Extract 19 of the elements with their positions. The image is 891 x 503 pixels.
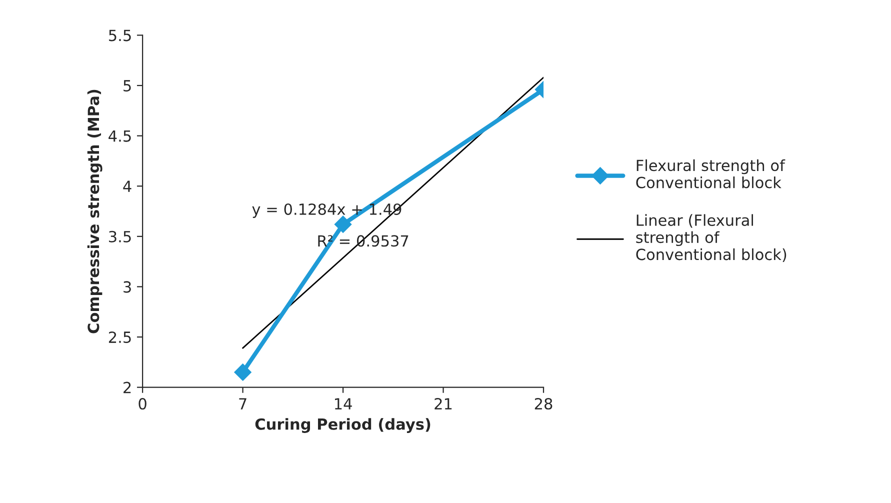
x-tick-label: 0	[138, 398, 146, 410]
y-tick-label: 5.5	[109, 30, 131, 42]
legend-label: Flexural strength of Conventional block	[636, 159, 786, 188]
y-tick-label: 3.5	[109, 230, 131, 242]
legend-label: Linear (Flexural strength of Conventional block)	[636, 214, 786, 262]
y-tick-label: 4	[123, 180, 132, 192]
x-tick-label: 7	[239, 398, 246, 410]
y-tick-label: 5	[124, 80, 131, 92]
x-tick-label: 21	[434, 398, 452, 410]
x-tick-label: 14	[334, 398, 352, 410]
y-tick-label: 4.5	[108, 130, 131, 142]
y-tick-label: 2.5	[108, 331, 131, 344]
x-tick-label: 28	[534, 398, 552, 410]
x-axis-title: Curing Period (days)	[255, 418, 430, 433]
y-tick-label: 2	[124, 382, 131, 394]
point	[234, 364, 252, 381]
y-axis-title: Compressive strength (MPa)	[87, 90, 102, 334]
y-tick-label: 3	[124, 281, 131, 293]
point	[334, 216, 352, 233]
